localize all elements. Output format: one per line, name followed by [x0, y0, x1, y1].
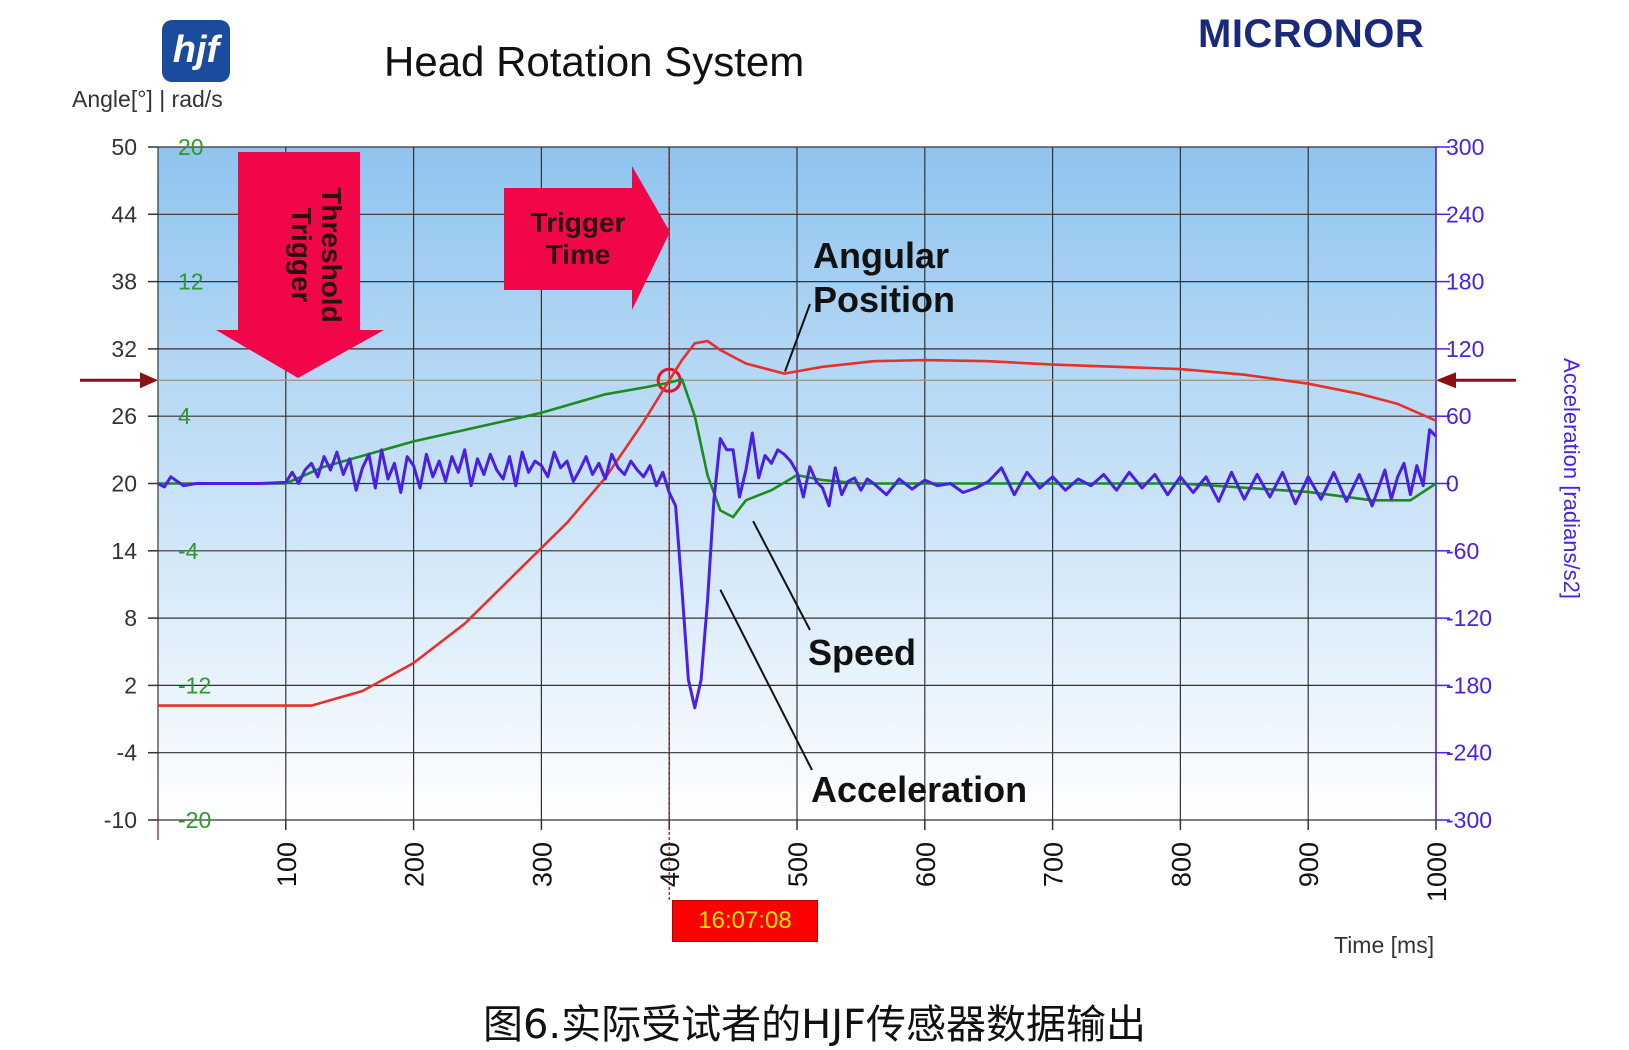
- time-tick-label: 200: [400, 842, 430, 887]
- time-tick-label: 900: [1294, 842, 1324, 887]
- trigger-time-label: Time: [546, 239, 611, 270]
- angle-tick-label: 32: [111, 336, 137, 362]
- time-tick-label: 500: [783, 842, 813, 887]
- series-line-speed: [158, 377, 1437, 519]
- accel-tick-label: -240: [1446, 740, 1492, 766]
- angle-tick-label: 14: [111, 538, 137, 564]
- accel-tick-label: 60: [1446, 403, 1472, 429]
- accel-tick-label: -300: [1446, 807, 1492, 833]
- angular-position-label: Angular: [813, 235, 949, 276]
- time-badge: 16:07:08: [672, 900, 818, 942]
- angle-tick-label: 20: [111, 471, 137, 497]
- speed-leader: [752, 520, 811, 631]
- acceleration-leader: [719, 589, 813, 771]
- accel-tick-label: -180: [1446, 672, 1492, 698]
- series-line-acceleration: [157, 428, 1438, 710]
- accel-tick-label: -60: [1446, 538, 1479, 564]
- chart-title: Head Rotation System: [384, 38, 805, 85]
- series-lines: [157, 339, 1438, 710]
- brand-logo: MICRONOR: [1198, 12, 1425, 56]
- time-tick-label: 1000: [1422, 842, 1452, 902]
- accel-tick-label: 180: [1446, 269, 1484, 295]
- acceleration-axis-ticks: 300 240 180 120 60 0 -60 -120 -180 -240 -300: [1435, 134, 1492, 833]
- annotation-arrows: [216, 152, 670, 378]
- accel-tick-label: 300: [1446, 134, 1484, 160]
- speed-tick-label: -12: [178, 672, 211, 698]
- angle-tick-label: 38: [111, 269, 137, 295]
- speed-label: Speed: [808, 632, 916, 673]
- speed-tick-label: -4: [178, 538, 199, 564]
- accel-tick-label: 0: [1446, 471, 1459, 497]
- speed-tick-label: 4: [178, 403, 191, 429]
- angle-tick-label: 26: [111, 403, 137, 429]
- series-line-angular-position: [158, 339, 1437, 707]
- trigger-threshold-label: Trigger: [286, 208, 317, 303]
- angle-tick-label: 8: [124, 605, 137, 631]
- angle-tick-label: 50: [111, 134, 137, 160]
- speed-tick-label: 12: [178, 269, 204, 295]
- angle-tick-label: 44: [111, 201, 137, 227]
- x-axis-label: Time [ms]: [1334, 932, 1435, 958]
- threshold-marker-right-head: [1436, 372, 1456, 389]
- angular-position-label: Position: [813, 279, 955, 320]
- acceleration-label: Acceleration: [811, 769, 1027, 810]
- accel-tick-label: 120: [1446, 336, 1484, 362]
- accel-tick-label: -120: [1446, 605, 1492, 631]
- trigger-threshold-arrow: [216, 152, 384, 378]
- time-tick-label: 400: [655, 842, 685, 887]
- threshold-marker-left-head: [140, 372, 158, 389]
- time-tick-label: 600: [911, 842, 941, 887]
- angle-tick-label: 2: [124, 672, 137, 698]
- speed-tick-label: -20: [178, 807, 211, 833]
- angle-axis-ticks: 50 44 38 32 26 20 14 8 2 -4 -10: [104, 134, 158, 833]
- left-axis-label: Angle[°] | rad/s: [72, 86, 223, 112]
- figure-caption: 图6.实际受试者的HJF传感器数据输出: [482, 1002, 1147, 1048]
- trigger-time-arrow: [504, 166, 670, 310]
- trigger-time-label: Trigger: [531, 207, 626, 238]
- angle-tick-label: -10: [104, 807, 137, 833]
- speed-axis-ticks: 20 12 4 -4 -12 -20: [178, 134, 211, 833]
- time-tick-label: 100: [272, 842, 302, 887]
- angular-position-leader: [784, 303, 811, 372]
- hjf-logo: hjf: [162, 20, 230, 82]
- time-axis-ticks: 100 200 300 400 500 600 700 800 900 1000: [272, 820, 1452, 902]
- accel-tick-label: 240: [1446, 201, 1484, 227]
- time-tick-label: 800: [1166, 842, 1196, 887]
- trigger-threshold-line: [80, 147, 1516, 900]
- speed-tick-label: 20: [178, 134, 204, 160]
- time-tick-label: 700: [1039, 842, 1069, 887]
- acceleration-axis-label: Acceleration [radians/s2]: [1559, 358, 1584, 599]
- angle-tick-label: -4: [117, 740, 138, 766]
- trigger-threshold-label: Threshold: [316, 187, 347, 322]
- time-tick-label: 300: [527, 842, 557, 887]
